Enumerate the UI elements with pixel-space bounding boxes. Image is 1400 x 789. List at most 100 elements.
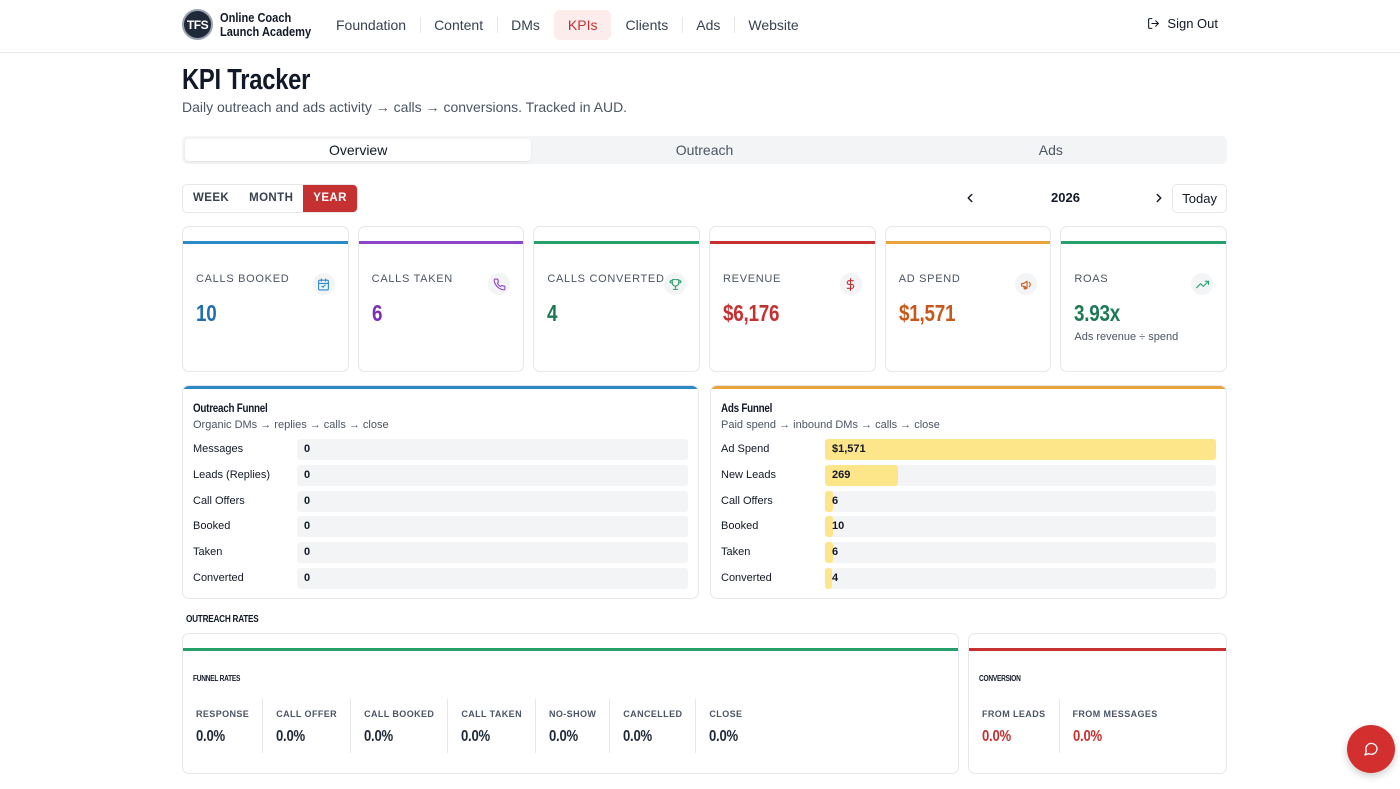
- funnel-row-track: 0: [297, 491, 688, 512]
- nav-content[interactable]: Content: [420, 10, 497, 40]
- period-month-button[interactable]: MONTH: [249, 192, 294, 204]
- rate-label: NO-SHOW: [548, 709, 597, 719]
- kpi-value: $6,176: [723, 300, 792, 327]
- logo-badge: TFS: [182, 9, 213, 40]
- funnel-row-value: 6: [832, 495, 839, 507]
- tab-outreach[interactable]: Outreach: [675, 142, 734, 158]
- chevron-right-icon[interactable]: [1152, 191, 1166, 205]
- funnel-row: Call Offers 0: [193, 491, 688, 512]
- rate-call-taken: CALL TAKEN 0.0%: [447, 699, 535, 753]
- trending-up-icon: [1191, 273, 1214, 295]
- funnel-row-fill: [825, 516, 834, 537]
- ads-funnel-card: Ads Funnel Paid spend → inbound DMs → ca…: [710, 385, 1227, 599]
- funnel-row-track: 6: [825, 491, 1216, 512]
- funnel-row-track: 0: [297, 542, 688, 563]
- megaphone-icon: [1015, 273, 1038, 295]
- funnel-row-track: 0: [297, 516, 688, 537]
- logo-line-1: Online Coach: [220, 9, 292, 25]
- kpi-accent-bar: [183, 241, 348, 244]
- page-title-text: KPI Tracker: [182, 64, 311, 96]
- funnel-rates-card: FUNNEL RATES RESPONSE 0.0% CALL OFFER 0.0%…: [182, 633, 959, 774]
- kpi-value: 10: [196, 300, 221, 327]
- funnel-row: Converted 0: [193, 568, 688, 589]
- rate-no-show: NO-SHOW 0.0%: [534, 699, 609, 753]
- rate-response: RESPONSE 0.0%: [183, 699, 262, 753]
- funnel-row-value: 4: [832, 572, 839, 584]
- funnel-row-fill: [825, 542, 833, 563]
- kpi-accent-bar: [358, 241, 524, 244]
- kpi-value: 3.93x: [1074, 300, 1130, 327]
- funnel-row: Taken 6: [721, 542, 1216, 563]
- rate-value-text: 0.0%: [196, 728, 225, 745]
- funnel-row-value: 0: [304, 469, 311, 481]
- rate-value: 0.0%: [364, 728, 434, 746]
- tab-overview[interactable]: Overview: [185, 139, 532, 161]
- nav-clients[interactable]: Clients: [625, 17, 669, 33]
- outreach-funnel-card: Outreach Funnel Organic DMs → replies → …: [182, 385, 699, 599]
- top-nav-bar: TFS Online Coach Launch Academy Foundati…: [0, 0, 1400, 53]
- funnel-row: Messages 0: [193, 439, 688, 460]
- funnel-row: Converted 4: [721, 568, 1216, 589]
- funnel-row-label: Call Offers: [721, 495, 773, 507]
- funnel-row-value: $1,571: [832, 443, 866, 455]
- funnel-row-fill: [825, 439, 1216, 460]
- kpi-label: AD SPEND: [898, 273, 961, 285]
- kpi-card-calls-converted: CALLS CONVERTED 4: [533, 226, 701, 372]
- kpi-value-text: $6,176: [723, 300, 780, 326]
- funnel-row-track: 4: [825, 568, 1216, 589]
- tab-ads[interactable]: Ads: [1038, 142, 1063, 158]
- nav-kpis[interactable]: KPIs: [553, 10, 612, 40]
- funnel-row-value: 0: [304, 520, 311, 532]
- section-label-outreach-rates: OUTREACH RATES: [186, 614, 274, 625]
- trophy-icon: [664, 273, 687, 295]
- rate-value-text: 0.0%: [276, 728, 306, 745]
- rate-label: CANCELLED: [623, 709, 683, 719]
- rate-value: 0.0%: [276, 728, 337, 746]
- funnel-row: Booked 10: [721, 516, 1216, 537]
- kpi-label: CALLS TAKEN: [371, 273, 453, 285]
- funnel-row: Ad Spend $1,571: [721, 439, 1216, 460]
- nav-foundation[interactable]: Foundation: [336, 17, 407, 33]
- kpi-label: CALLS CONVERTED: [547, 273, 665, 285]
- funnel-row-label: Leads (Replies): [193, 469, 271, 481]
- funnel-row: Taken 0: [193, 542, 688, 563]
- rate-label: FROM LEADS: [982, 709, 1046, 719]
- rate-value: 0.0%: [196, 728, 249, 746]
- rate-value-text: 0.0%: [461, 728, 491, 745]
- logo-line-2: Launch Academy: [220, 23, 312, 39]
- nav-ads[interactable]: Ads: [682, 10, 734, 40]
- funnel-row-label: Booked: [193, 520, 231, 532]
- kpi-label: REVENUE: [723, 273, 782, 285]
- today-button[interactable]: Today: [1172, 184, 1227, 213]
- funnel-subtitle: Paid spend → inbound DMs → calls → close: [721, 419, 940, 431]
- rate-label: FROM MESSAGES: [1072, 709, 1158, 719]
- phone-icon: [488, 273, 511, 295]
- chat-bubble-icon: [1364, 742, 1378, 756]
- chevron-left-icon[interactable]: [963, 191, 977, 205]
- rate-label: CLOSE: [709, 709, 743, 719]
- rates-columns: RESPONSE 0.0% CALL OFFER 0.0% CALL BOOKED 0…: [183, 699, 758, 753]
- funnel-row-label: Call Offers: [193, 495, 245, 507]
- funnel-row: New Leads 269: [721, 465, 1216, 486]
- chat-button[interactable]: [1347, 725, 1395, 773]
- period-year-button[interactable]: YEAR: [303, 185, 357, 212]
- brand-logo[interactable]: TFS Online Coach Launch Academy: [182, 9, 330, 40]
- kpi-value-text: 4: [547, 300, 558, 326]
- rates-accent-bar: [969, 648, 1226, 651]
- rate-cancelled: CANCELLED 0.0%: [609, 699, 695, 753]
- period-week-button[interactable]: WEEK: [193, 192, 230, 204]
- funnel-title: Outreach Funnel: [193, 401, 284, 415]
- funnel-row-label: Messages: [193, 443, 244, 455]
- funnel-row-value: 6: [832, 546, 839, 558]
- kpi-value: 4: [547, 300, 560, 327]
- nav-website[interactable]: Website: [734, 10, 812, 40]
- rates-title: FUNNEL RATES: [193, 674, 250, 683]
- nav-dms[interactable]: DMs: [497, 10, 554, 40]
- funnel-row-value: 0: [304, 546, 311, 558]
- funnel-row-label: Converted: [721, 572, 772, 584]
- funnel-row-label: Converted: [193, 572, 244, 584]
- logo-text: Online Coach Launch Academy: [220, 9, 330, 39]
- sign-out-button[interactable]: Sign Out: [1147, 16, 1218, 31]
- funnel-row-value: 0: [304, 572, 311, 584]
- rate-value-text: 0.0%: [364, 728, 393, 745]
